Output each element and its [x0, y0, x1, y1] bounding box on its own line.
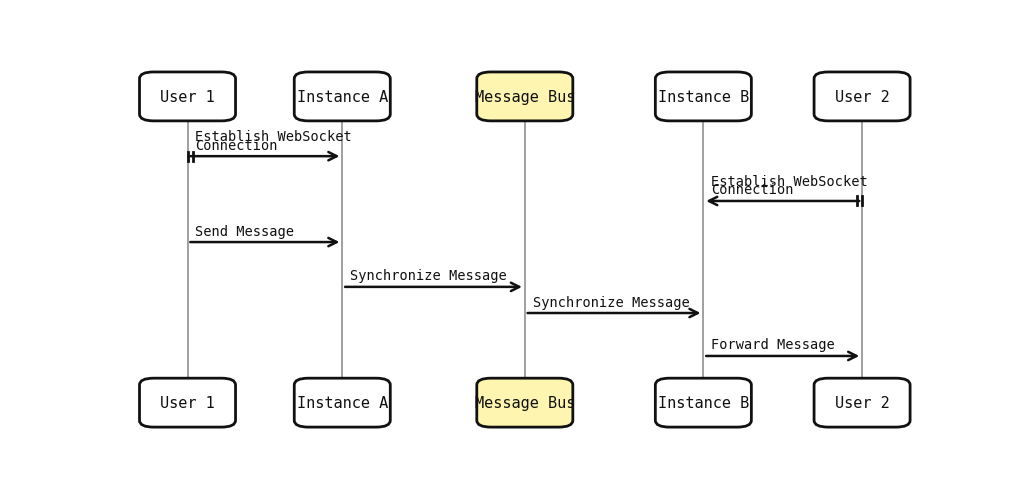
Text: User 1: User 1 [160, 395, 215, 410]
Text: Connection: Connection [196, 138, 278, 152]
Text: User 2: User 2 [835, 395, 890, 410]
FancyBboxPatch shape [814, 73, 910, 121]
FancyBboxPatch shape [814, 378, 910, 427]
Text: Instance B: Instance B [657, 90, 749, 105]
Text: Instance A: Instance A [297, 90, 388, 105]
Text: Synchronize Message: Synchronize Message [350, 269, 507, 283]
FancyBboxPatch shape [655, 73, 752, 121]
Text: Send Message: Send Message [196, 224, 295, 238]
FancyBboxPatch shape [477, 378, 572, 427]
Text: Connection: Connection [712, 183, 794, 197]
FancyBboxPatch shape [139, 378, 236, 427]
Text: User 2: User 2 [835, 90, 890, 105]
Text: Instance B: Instance B [657, 395, 749, 410]
Text: User 1: User 1 [160, 90, 215, 105]
Text: Instance A: Instance A [297, 395, 388, 410]
Text: Establish WebSocket: Establish WebSocket [196, 130, 352, 144]
FancyBboxPatch shape [139, 73, 236, 121]
FancyBboxPatch shape [655, 378, 752, 427]
FancyBboxPatch shape [477, 73, 572, 121]
Text: Message Bus: Message Bus [474, 90, 575, 105]
Text: Synchronize Message: Synchronize Message [532, 295, 689, 309]
FancyBboxPatch shape [294, 73, 390, 121]
Text: Forward Message: Forward Message [712, 338, 835, 352]
FancyBboxPatch shape [294, 378, 390, 427]
Text: Message Bus: Message Bus [474, 395, 575, 410]
Text: Establish WebSocket: Establish WebSocket [712, 175, 868, 189]
